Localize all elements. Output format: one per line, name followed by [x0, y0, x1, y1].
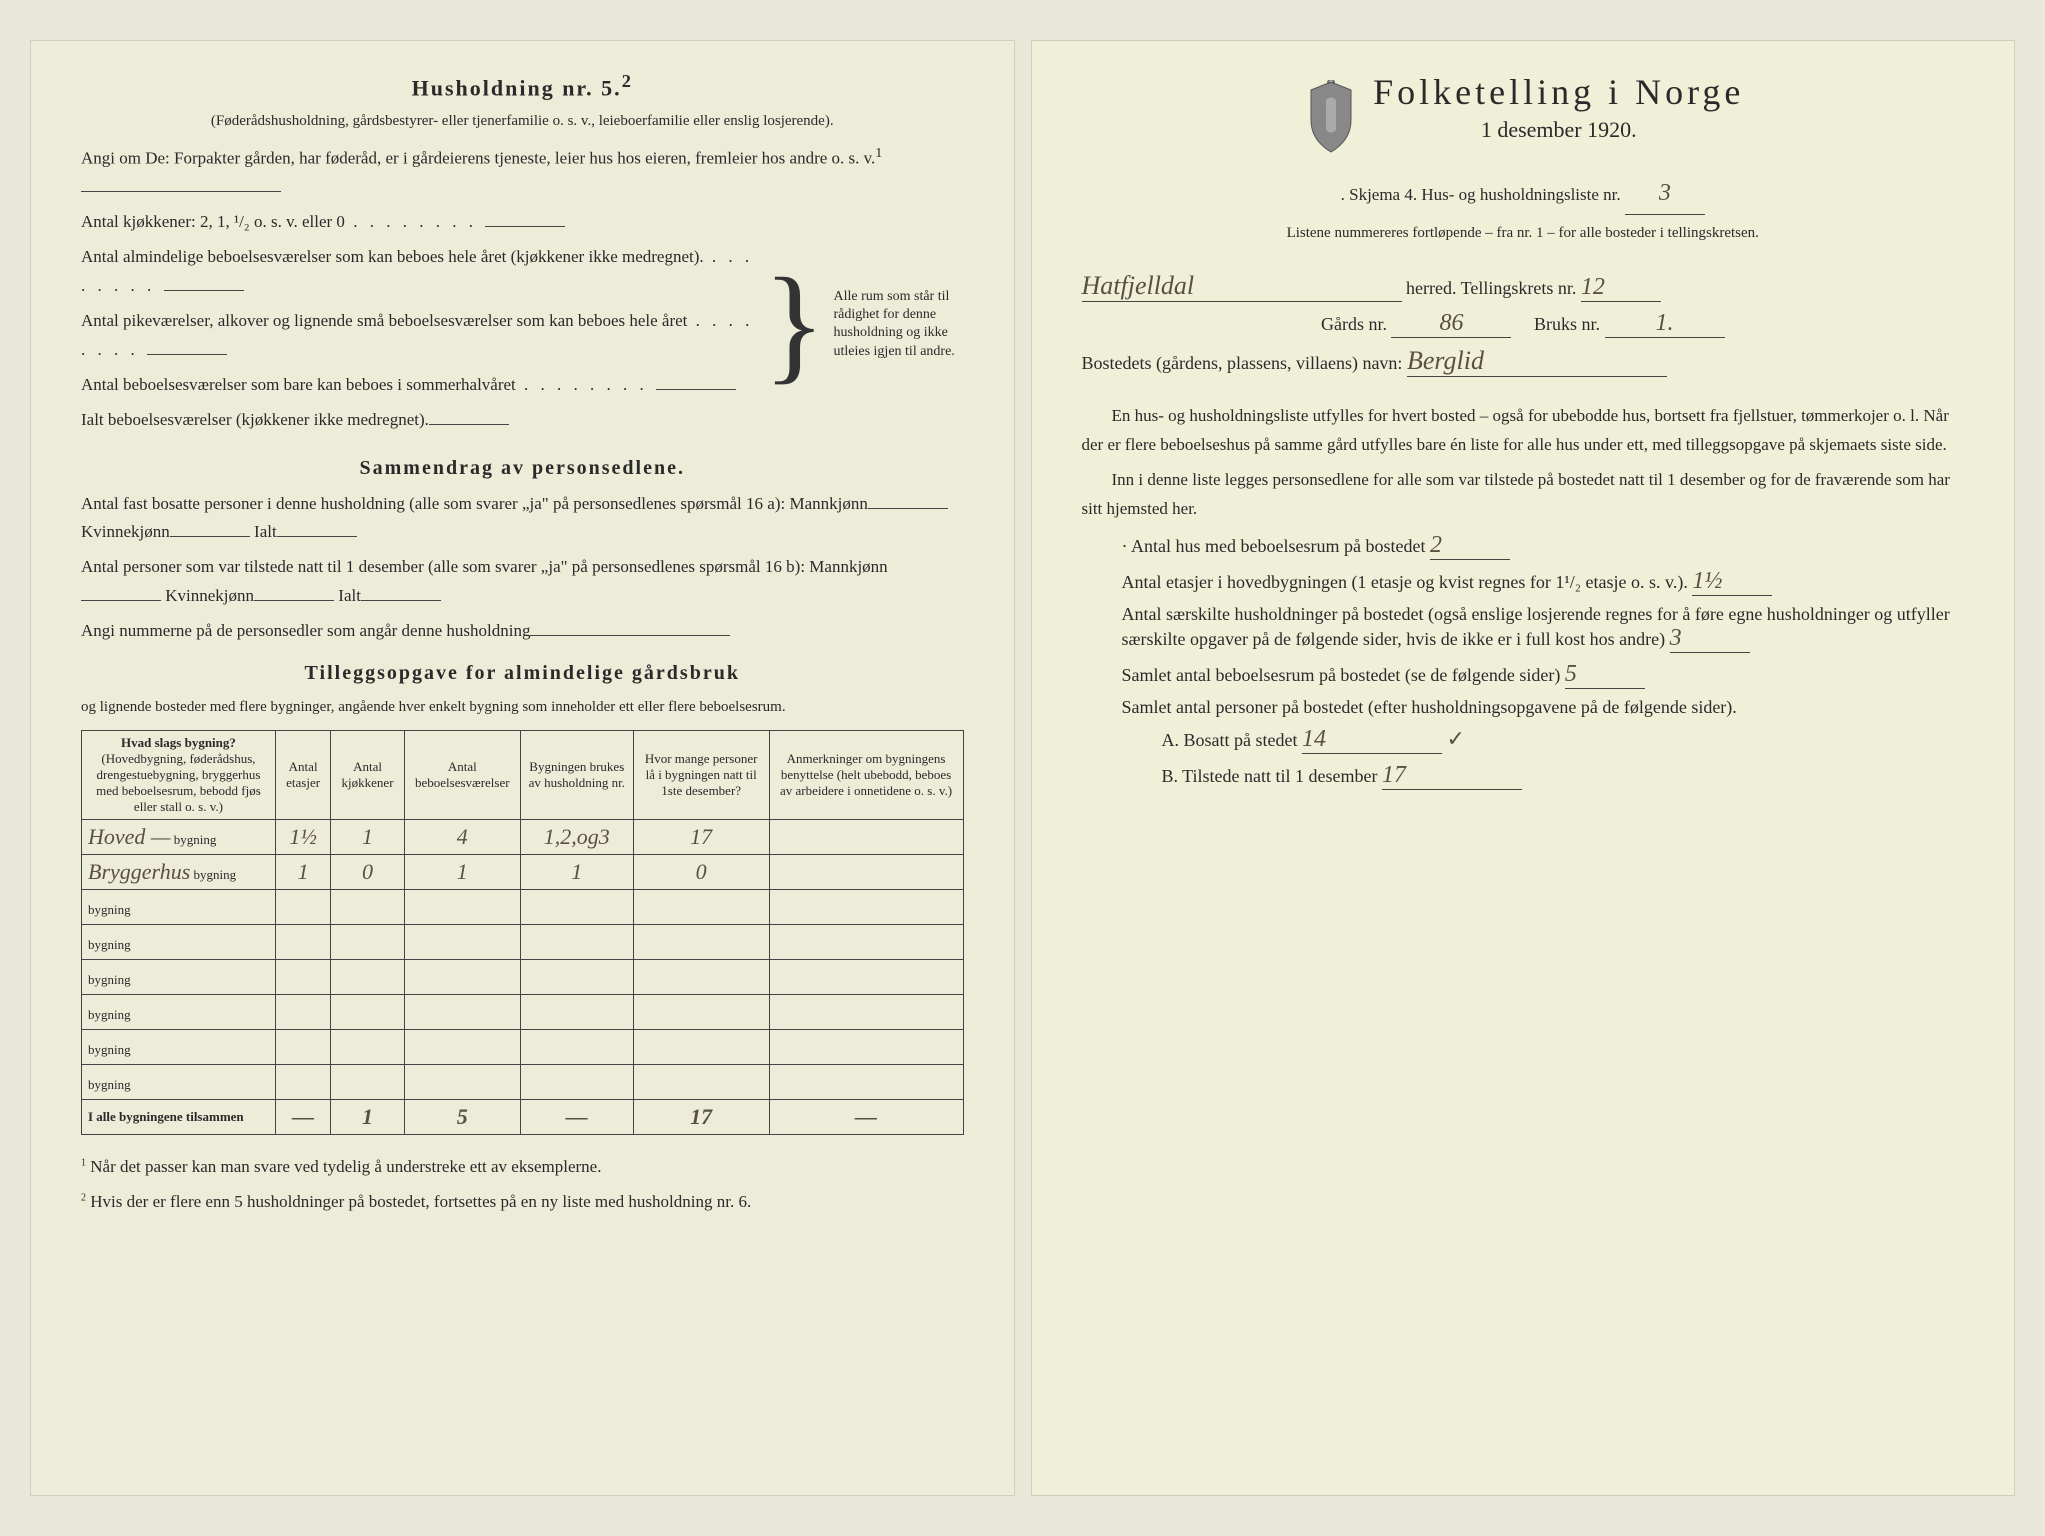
buildings-table: Hvad slags bygning? (Hovedbygning, føder…	[81, 730, 964, 1135]
date: 1 desember 1920.	[1373, 117, 1744, 143]
table-row: bygning	[82, 1065, 964, 1100]
q5b: B. Tilstede natt til 1 desember 17	[1162, 762, 1965, 790]
summary-heading: Sammendrag av personsedlene.	[81, 457, 964, 480]
rooms2: Antal pikeværelser, alkover og lignende …	[81, 307, 755, 365]
title: Folketelling i Norge	[1373, 71, 1744, 113]
summary-line3: Angi nummerne på de personsedler som ang…	[81, 617, 964, 646]
tillegg-sub: og lignende bosteder med flere bygninger…	[81, 695, 964, 721]
th-kjokken: Antal kjøkkener	[331, 731, 404, 820]
table-row: Hoved — bygning1½141,2,og317	[82, 820, 964, 855]
summary-line2: Antal personer som var tilstede natt til…	[81, 553, 964, 611]
totals-etasjer: —	[275, 1100, 330, 1135]
brace-text: Alle rum som står til rådighet for denne…	[834, 288, 964, 361]
check-mark-icon: ✓	[1446, 726, 1464, 751]
gards-row: Gårds nr. 86 Bruks nr. 1.	[1082, 310, 1965, 338]
bosted-row: Bostedets (gårdens, plassens, villaens) …	[1082, 346, 1965, 377]
rooms-total: Ialt beboelsesværelser (kjøkkener ikke m…	[81, 406, 755, 435]
th-personer: Hvor mange personer lå i bygningen natt …	[633, 731, 769, 820]
th-beboelse: Antal beboelsesværelser	[404, 731, 520, 820]
totals-label: I alle bygningene tilsammen	[82, 1100, 276, 1135]
summary-line1: Antal fast bosatte personer i denne hush…	[81, 490, 964, 548]
sub1: (Føderådshusholdning, gårdsbestyrer- ell…	[81, 109, 964, 135]
skjema-line: . Skjema 4. Hus- og husholdningsliste nr…	[1082, 173, 1965, 215]
q3: Antal særskilte husholdninger på bostede…	[1122, 604, 1965, 653]
tillegg-heading: Tilleggsopgave for almindelige gårdsbruk	[81, 662, 964, 685]
rooms-block: Antal kjøkkener: 2, 1, ¹/₂ o. s. v. elle…	[81, 208, 964, 440]
table-row: bygning	[82, 960, 964, 995]
coat-of-arms-icon	[1301, 80, 1361, 155]
rooms1: Antal almindelige beboelsesværelser som …	[81, 243, 755, 301]
table-header-row: Hvad slags bygning? (Hovedbygning, føder…	[82, 731, 964, 820]
kitchens-line: Antal kjøkkener: 2, 1, ¹/₂ o. s. v. elle…	[81, 208, 755, 237]
rooms3: Antal beboelsesværelser som bare kan beb…	[81, 371, 755, 400]
totals-hushold: —	[520, 1100, 633, 1135]
herred-row: Hatfjelldal herred. Tellingskrets nr. 12	[1082, 271, 1965, 302]
q5a: A. Bosatt på stedet 14 ✓	[1162, 726, 1965, 754]
table-row: bygning	[82, 1030, 964, 1065]
table-row: bygning	[82, 890, 964, 925]
left-page: Husholdning nr. 5.2 (Føderådshusholdning…	[30, 40, 1015, 1496]
heading-husholdning: Husholdning nr. 5.2	[81, 71, 964, 101]
listene: Listene nummereres fortløpende – fra nr.…	[1082, 221, 1965, 247]
brace-icon: }	[755, 292, 833, 357]
table-row: bygning	[82, 995, 964, 1030]
th-type: Hvad slags bygning? (Hovedbygning, føder…	[82, 731, 276, 820]
totals-beboelse: 5	[404, 1100, 520, 1135]
th-hushold: Bygningen brukes av husholdning nr.	[520, 731, 633, 820]
q4: Samlet antal beboelsesrum på bostedet (s…	[1122, 661, 1965, 689]
th-etasjer: Antal etasjer	[275, 731, 330, 820]
q2: Antal etasjer i hovedbygningen (1 etasje…	[1122, 568, 1965, 596]
table-totals-row: I alle bygningene tilsammen — 1 5 — 17 —	[82, 1100, 964, 1135]
sub2: Angi om De: Forpakter gården, har føderå…	[81, 141, 964, 202]
para1: En hus- og husholdningsliste utfylles fo…	[1082, 402, 1965, 460]
totals-anm: —	[769, 1100, 963, 1135]
totals-kjokken: 1	[331, 1100, 404, 1135]
totals-personer: 17	[633, 1100, 769, 1135]
table-row: Bryggerhus bygning10110	[82, 855, 964, 890]
footnotes: 1 Når det passer kan man svare ved tydel…	[81, 1153, 964, 1217]
table-row: bygning	[82, 925, 964, 960]
right-page: Folketelling i Norge 1 desember 1920. . …	[1031, 40, 2016, 1496]
q1: · Antal hus med beboelsesrum på bostedet…	[1122, 532, 1965, 560]
q5: Samlet antal personer på bostedet (efter…	[1122, 697, 1965, 718]
para2: Inn i denne liste legges personsedlene f…	[1082, 466, 1965, 524]
header: Folketelling i Norge 1 desember 1920.	[1082, 71, 1965, 163]
th-anm: Anmerkninger om bygningens benyttelse (h…	[769, 731, 963, 820]
